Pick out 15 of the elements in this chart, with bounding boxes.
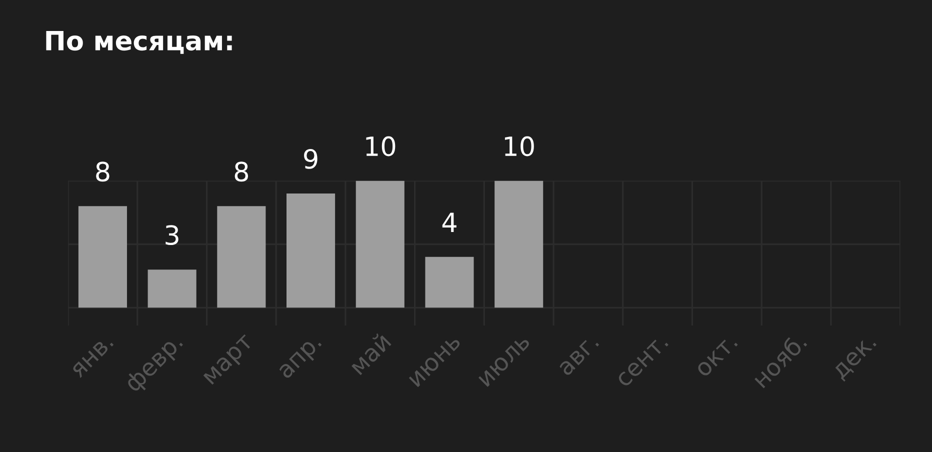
bar xyxy=(217,206,266,308)
data-label: 10 xyxy=(366,136,396,156)
data-label: 8 xyxy=(96,162,110,182)
chart-title: По месяцам: xyxy=(46,30,232,54)
bar xyxy=(356,180,404,308)
data-label: 9 xyxy=(304,148,318,169)
bar xyxy=(78,206,127,308)
bar xyxy=(494,180,544,308)
data-label: 10 xyxy=(504,136,534,156)
data-label: 3 xyxy=(166,225,178,246)
data-label: 8 xyxy=(234,162,248,182)
bar xyxy=(148,270,196,308)
data-label: 4 xyxy=(442,212,456,232)
bar xyxy=(425,256,474,308)
bar xyxy=(286,193,336,308)
